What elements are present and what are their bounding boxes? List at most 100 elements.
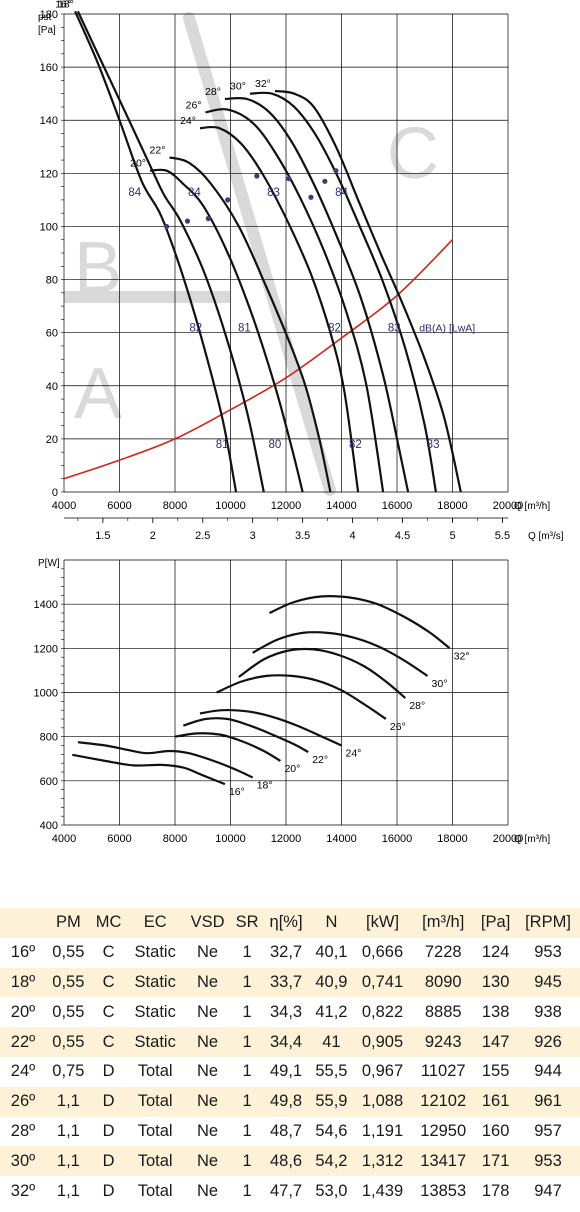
pressure-curve-32 [274, 89, 462, 493]
table-cell: 53,0 [315, 1181, 348, 1200]
zone-divider [183, 12, 336, 496]
table-row: 32º 1,1 D Total Ne 1 47,7 53,0 1,439 13853 178 947 [0, 1176, 580, 1206]
curve-angle-label: 30° [432, 678, 448, 690]
secondary-tick-label: 5.5 [495, 530, 510, 542]
noise-label: 82 [189, 322, 202, 334]
pressure-curve-18 [76, 10, 265, 493]
pressure-curve-16 [74, 10, 238, 493]
column-header: [RPM] [525, 913, 571, 932]
noise-label: 81 [216, 439, 229, 451]
y-axis-label: P[W] [38, 558, 60, 569]
y-tick-label: 1400 [34, 599, 58, 611]
table-cell: 34,3 [270, 1002, 303, 1021]
table-cell: Total [137, 1151, 173, 1170]
table-cell: D [102, 1151, 115, 1170]
y-tick-label: 0 [52, 487, 58, 499]
table-cell: 33,7 [270, 972, 303, 991]
column-header: MC [95, 913, 122, 932]
table-cell: Ne [197, 1032, 219, 1051]
zone-overlay: AB C [64, 12, 439, 496]
table-cell: 953 [534, 1151, 562, 1170]
noise-label: 80 [269, 439, 282, 451]
table-cell: Ne [197, 1151, 219, 1170]
secondary-tick-label: 5 [449, 530, 455, 542]
column-header: [m³/h] [422, 913, 465, 932]
table-cell: 0,822 [361, 1002, 404, 1021]
y-tick-label: 100 [40, 221, 58, 233]
zone-letter: C [387, 114, 439, 194]
x-tick-label: 4000 [52, 833, 76, 845]
table-cell: D [102, 1121, 115, 1140]
table-cell: 0,55 [52, 1032, 85, 1051]
x-tick-label: 10000 [215, 833, 246, 845]
table-cell: 1 [242, 943, 252, 962]
table-cell: 0,75 [52, 1062, 85, 1081]
table-row: 18º 0,55 C Static Ne 1 33,7 40,9 0,741 8090 130 945 [0, 967, 580, 998]
system-curve [63, 239, 454, 480]
efficiency-point [164, 223, 170, 230]
efficiency-point [322, 178, 328, 184]
table-cell: 12102 [420, 1092, 467, 1111]
table-cell: 124 [481, 943, 510, 962]
table-cell: 1 [242, 1092, 252, 1111]
table-cell: 0,905 [361, 1032, 404, 1051]
table-cell: 20º [10, 1002, 36, 1021]
table-cell: 32,7 [270, 943, 303, 962]
curve-angle-label: 26° [390, 721, 406, 733]
table-cell: 55,9 [315, 1092, 348, 1111]
table-cell: 1,191 [361, 1121, 404, 1140]
table-cell: Total [137, 1062, 173, 1081]
power-curve-30 [252, 631, 429, 677]
pressure-curve-24 [199, 125, 360, 493]
x-tick-label: 10000 [215, 500, 246, 512]
power-flow-chart: 16° 18° 20° 22° 24° 26°28° 30° 32° 400 600 800 100… [34, 558, 551, 845]
curve-angle-label: 22° [312, 754, 328, 766]
pressure-axes: 0 20 40 60 80 100 120 140 160 180 4000 6000 8000 1000… [38, 9, 564, 542]
table-cell: Static [134, 943, 176, 962]
table-cell: Static [134, 1002, 176, 1021]
table-cell: 1,439 [361, 1181, 404, 1200]
noise-label: 82 [349, 439, 362, 451]
x-tick-label: 14000 [326, 833, 357, 845]
y-tick-label: 600 [40, 776, 58, 788]
secondary-tick-label: 3.5 [295, 530, 310, 542]
table-cell: 24º [10, 1062, 36, 1081]
table-cell: 1 [242, 1181, 252, 1200]
curve-angle-label: 20° [130, 158, 146, 170]
x-tick-label: 20000 [493, 500, 524, 512]
table-cell: 1,1 [56, 1121, 80, 1140]
noise-label: dB(A) [LwA] [419, 322, 475, 334]
curve-angle-label: 20° [284, 763, 300, 775]
x-tick-label: 4000 [52, 500, 76, 512]
table-cell: Ne [197, 972, 219, 991]
table-cell: 1 [242, 1151, 252, 1170]
efficiency-point [254, 173, 260, 179]
table-cell: Ne [197, 1092, 219, 1111]
table-row: 30º 1,1 D Total Ne 1 48,6 54,2 1,312 13417 171 953 [0, 1146, 580, 1177]
table-cell: 0,741 [361, 972, 404, 991]
table-cell: 155 [481, 1062, 510, 1081]
power-axes: 400 600 800 1000 1200 1400 4000 6000 8000 10000 12… [34, 558, 551, 845]
column-header: [kW] [366, 913, 400, 932]
noise-label: 83 [388, 322, 401, 334]
y-tick-label: 20 [46, 434, 58, 446]
y-tick-label: 1200 [34, 643, 58, 655]
x-tick-label: 12000 [271, 500, 302, 512]
table-cell: Total [137, 1121, 173, 1140]
table-cell: 1 [242, 972, 252, 991]
column-header [0, 908, 46, 938]
column-header: PM [55, 913, 81, 932]
curve-angle-label: 24° [180, 115, 196, 127]
secondary-tick-label: 4 [350, 530, 356, 542]
table-cell: 13417 [420, 1151, 467, 1170]
noise-label: 83 [267, 187, 280, 199]
table-cell: 48,7 [270, 1121, 303, 1140]
pressure-flow-chart: ABC 16°18°20°22°24°26°28° 30° 32° 84 84 83 84… [38, 0, 564, 542]
table-cell: Ne [197, 1181, 219, 1200]
table-cell: 8090 [424, 972, 462, 991]
y-tick-label: 180 [40, 9, 58, 21]
secondary-tick-label: 3 [250, 530, 256, 542]
table-cell: 944 [534, 1062, 562, 1081]
table-cell: 54,6 [315, 1121, 348, 1140]
system-curve-line [63, 239, 454, 480]
